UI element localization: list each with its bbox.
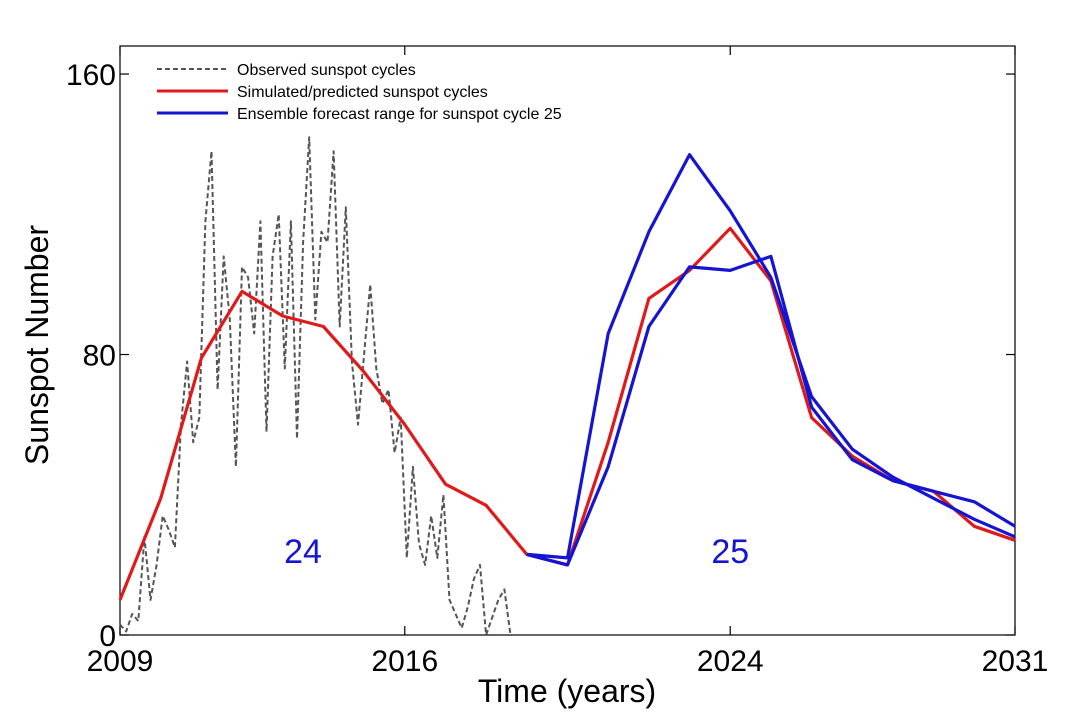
plot-area-frame <box>119 45 1016 636</box>
x-axis-title: Time (years) <box>478 673 656 709</box>
cycle-label-1: 25 <box>711 533 749 571</box>
cycle-annotations: 24 25 <box>284 533 749 571</box>
x-tick-label: 2016 <box>371 645 438 678</box>
y-tick-label: 0 <box>99 620 116 653</box>
x-tick-label: 2024 <box>697 645 764 678</box>
y-axis-title: Sunspot Number <box>19 225 55 465</box>
y-tick-label: 160 <box>66 59 116 92</box>
legend-label-1: Simulated/predicted sunspot cycles <box>237 84 488 101</box>
legend-label-2: Ensemble forecast range for sunspot cycl… <box>237 106 562 123</box>
series-lines <box>118 136 1016 636</box>
legend: Observed sunspot cycles Simulated/predict… <box>157 62 562 123</box>
axis-ticks: 2009 2016 2024 2031 0 80 160 <box>66 46 1048 678</box>
series-line-2 <box>526 153 1016 560</box>
x-tick-label: 2009 <box>87 645 154 678</box>
y-tick-label: 80 <box>83 340 116 373</box>
legend-label-0: Observed sunspot cycles <box>237 62 416 79</box>
series-line-1 <box>118 226 1016 601</box>
series-line-0 <box>119 136 512 636</box>
series-line-3 <box>526 254 1016 567</box>
x-tick-label: 2031 <box>982 645 1049 678</box>
cycle-label-0: 24 <box>284 533 322 571</box>
